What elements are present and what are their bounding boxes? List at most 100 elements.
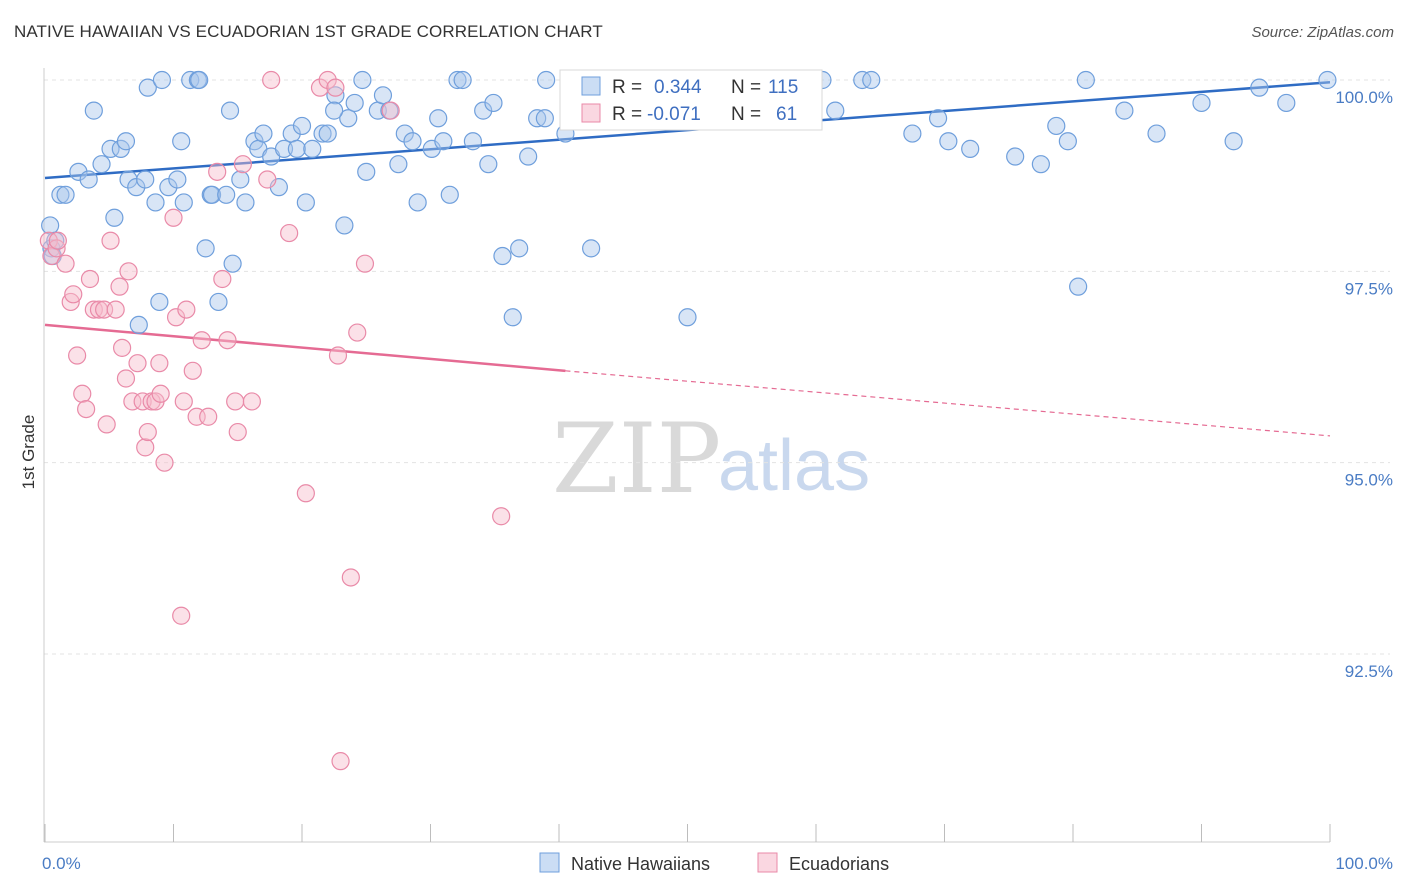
legend-n-value-2: 61 — [776, 104, 797, 125]
hawaiian-point-91 — [826, 101, 845, 120]
ecuadorian-point-31 — [164, 208, 183, 227]
data-points — [39, 70, 1337, 771]
hawaiian-point-32 — [220, 101, 240, 120]
ecuadorian-point-24 — [136, 438, 155, 457]
hawaiian-point-35 — [236, 193, 255, 212]
hawaiian-point-51 — [345, 93, 364, 113]
chart-title: NATIVE HAWAIIAN VS ECUADORIAN 1ST GRADE … — [14, 22, 603, 41]
ecuadorian-point-19 — [116, 369, 136, 388]
hawaiian-point-93 — [862, 70, 881, 90]
ecuadorian-point-8 — [73, 384, 92, 403]
ecuadorian-point-48 — [280, 223, 299, 243]
hawaiian-point-52 — [353, 70, 372, 90]
hawaiian-point-31 — [217, 185, 236, 204]
hawaiian-point-17 — [146, 193, 165, 212]
hawaiian-point-21 — [168, 170, 187, 189]
hawaiian-point-18 — [150, 292, 169, 312]
ecuadorian-point-49 — [296, 484, 315, 503]
hawaiian-point-48 — [326, 86, 345, 105]
hawaiian-point-14 — [129, 315, 148, 335]
ecuadorian-point-21 — [123, 392, 142, 411]
ecuadorian-point-54 — [341, 568, 360, 587]
ecuadorian-point-53 — [331, 752, 350, 771]
ecuadorian-point-50 — [310, 78, 330, 97]
stats-legend-box — [559, 69, 823, 131]
legend-swatch-blue — [581, 76, 601, 96]
legend-n-value-1: 115 — [768, 77, 798, 98]
ecuadorian-point-42 — [226, 392, 245, 411]
hawaiian-point-6 — [79, 170, 98, 189]
series-legend-hawaiians: Native Hawaiians — [571, 854, 710, 874]
hawaiian-point-65 — [448, 70, 467, 90]
ecuadorian-point-2 — [47, 239, 66, 258]
hawaiian-point-101 — [1058, 132, 1077, 151]
ecuadorian-point-32 — [166, 308, 186, 327]
legend-r-value-1: 0.344 — [654, 77, 702, 98]
ecuadorian-point-35 — [183, 361, 202, 380]
hawaiian-point-85 — [678, 308, 697, 327]
hawaiian-point-106 — [1192, 93, 1211, 113]
ecuadorian-point-20 — [119, 262, 138, 281]
hawaiian-point-38 — [254, 124, 273, 143]
hawaiian-point-50 — [339, 109, 358, 128]
legend-r-label-1: R = — [612, 77, 642, 98]
hawaiian-point-30 — [209, 292, 228, 312]
hawaiian-point-77 — [537, 70, 556, 90]
ecuadorian-point-25 — [138, 422, 157, 442]
ecuadorian-point-55 — [348, 323, 367, 342]
hawaiian-point-73 — [510, 239, 529, 258]
ecuadorian-point-38 — [199, 407, 218, 426]
ecuadorian-point-18 — [112, 338, 132, 357]
hawaiian-point-41 — [274, 139, 294, 158]
chart-source: Source: ZipAtlas.com — [1251, 24, 1394, 41]
ecuadorian-point-22 — [128, 354, 147, 373]
ecuadorian-point-58 — [172, 606, 191, 625]
x-tick-labels: 0.0% 100.0% — [42, 854, 1393, 873]
ecuadorian-point-52 — [328, 346, 348, 365]
ecuadorian-point-59 — [492, 507, 511, 526]
hawaiian-point-26 — [190, 70, 209, 90]
y-tick-labels: 92.5% 95.0% 97.5% 100.0% — [1335, 88, 1393, 681]
hawaiian-point-34 — [231, 170, 250, 189]
hawaiian-point-3 — [51, 185, 70, 204]
series-legend-ecuadorians: Ecuadorians — [789, 854, 889, 874]
ecuadorian-point-60 — [326, 78, 345, 97]
watermark-zip: ZIP — [552, 403, 721, 515]
hawaiian-point-68 — [474, 101, 493, 120]
hawaiian-point-107 — [1224, 132, 1243, 151]
hawaiian-point-66 — [453, 70, 472, 90]
ecuadorian-point-56 — [355, 254, 375, 273]
ecuadorian-point-16 — [106, 300, 125, 319]
ecuadorian-point-3 — [48, 231, 67, 250]
hawaiian-point-5 — [69, 162, 88, 181]
series-legend-swatch-hawaiians — [539, 852, 560, 873]
hawaiian-point-109 — [1277, 93, 1296, 113]
ecuadorian-point-41 — [218, 331, 237, 350]
ecuadorian-point-51 — [318, 70, 337, 90]
hawaiian-point-8 — [92, 155, 111, 174]
hawaiian-point-53 — [357, 162, 376, 181]
ecuadorian-point-43 — [228, 422, 247, 442]
hawaiian-point-114 — [325, 101, 344, 120]
hawaiian-point-97 — [961, 139, 980, 158]
watermark-atlas: atlas — [718, 426, 870, 506]
stats-legend: R = 0.344 N = 115 R = -0.071 N = 61 — [559, 69, 823, 131]
axes — [43, 68, 1331, 843]
ecuadorian-point-40 — [213, 269, 232, 289]
ecuadorian-point-14 — [97, 415, 116, 434]
ecuadorian-point-30 — [155, 453, 174, 472]
hawaiian-point-15 — [136, 170, 155, 189]
ecuadorian-point-39 — [208, 162, 227, 181]
y-tick-label-2: 97.5% — [1345, 279, 1393, 298]
ecuadorian-point-11 — [84, 300, 103, 319]
hawaiian-point-71 — [493, 246, 512, 266]
hawaiian-point-23 — [174, 193, 193, 212]
hawaiian-point-9 — [101, 139, 120, 158]
x-tick-label-1: 100.0% — [1335, 854, 1393, 873]
hawaiian-point-72 — [503, 308, 522, 327]
legend-n-label-1: N = — [731, 77, 761, 98]
ecuadorian-point-47 — [262, 70, 281, 90]
grid-lines — [44, 79, 1390, 655]
series-legend-swatch-ecuadorians — [757, 852, 778, 873]
